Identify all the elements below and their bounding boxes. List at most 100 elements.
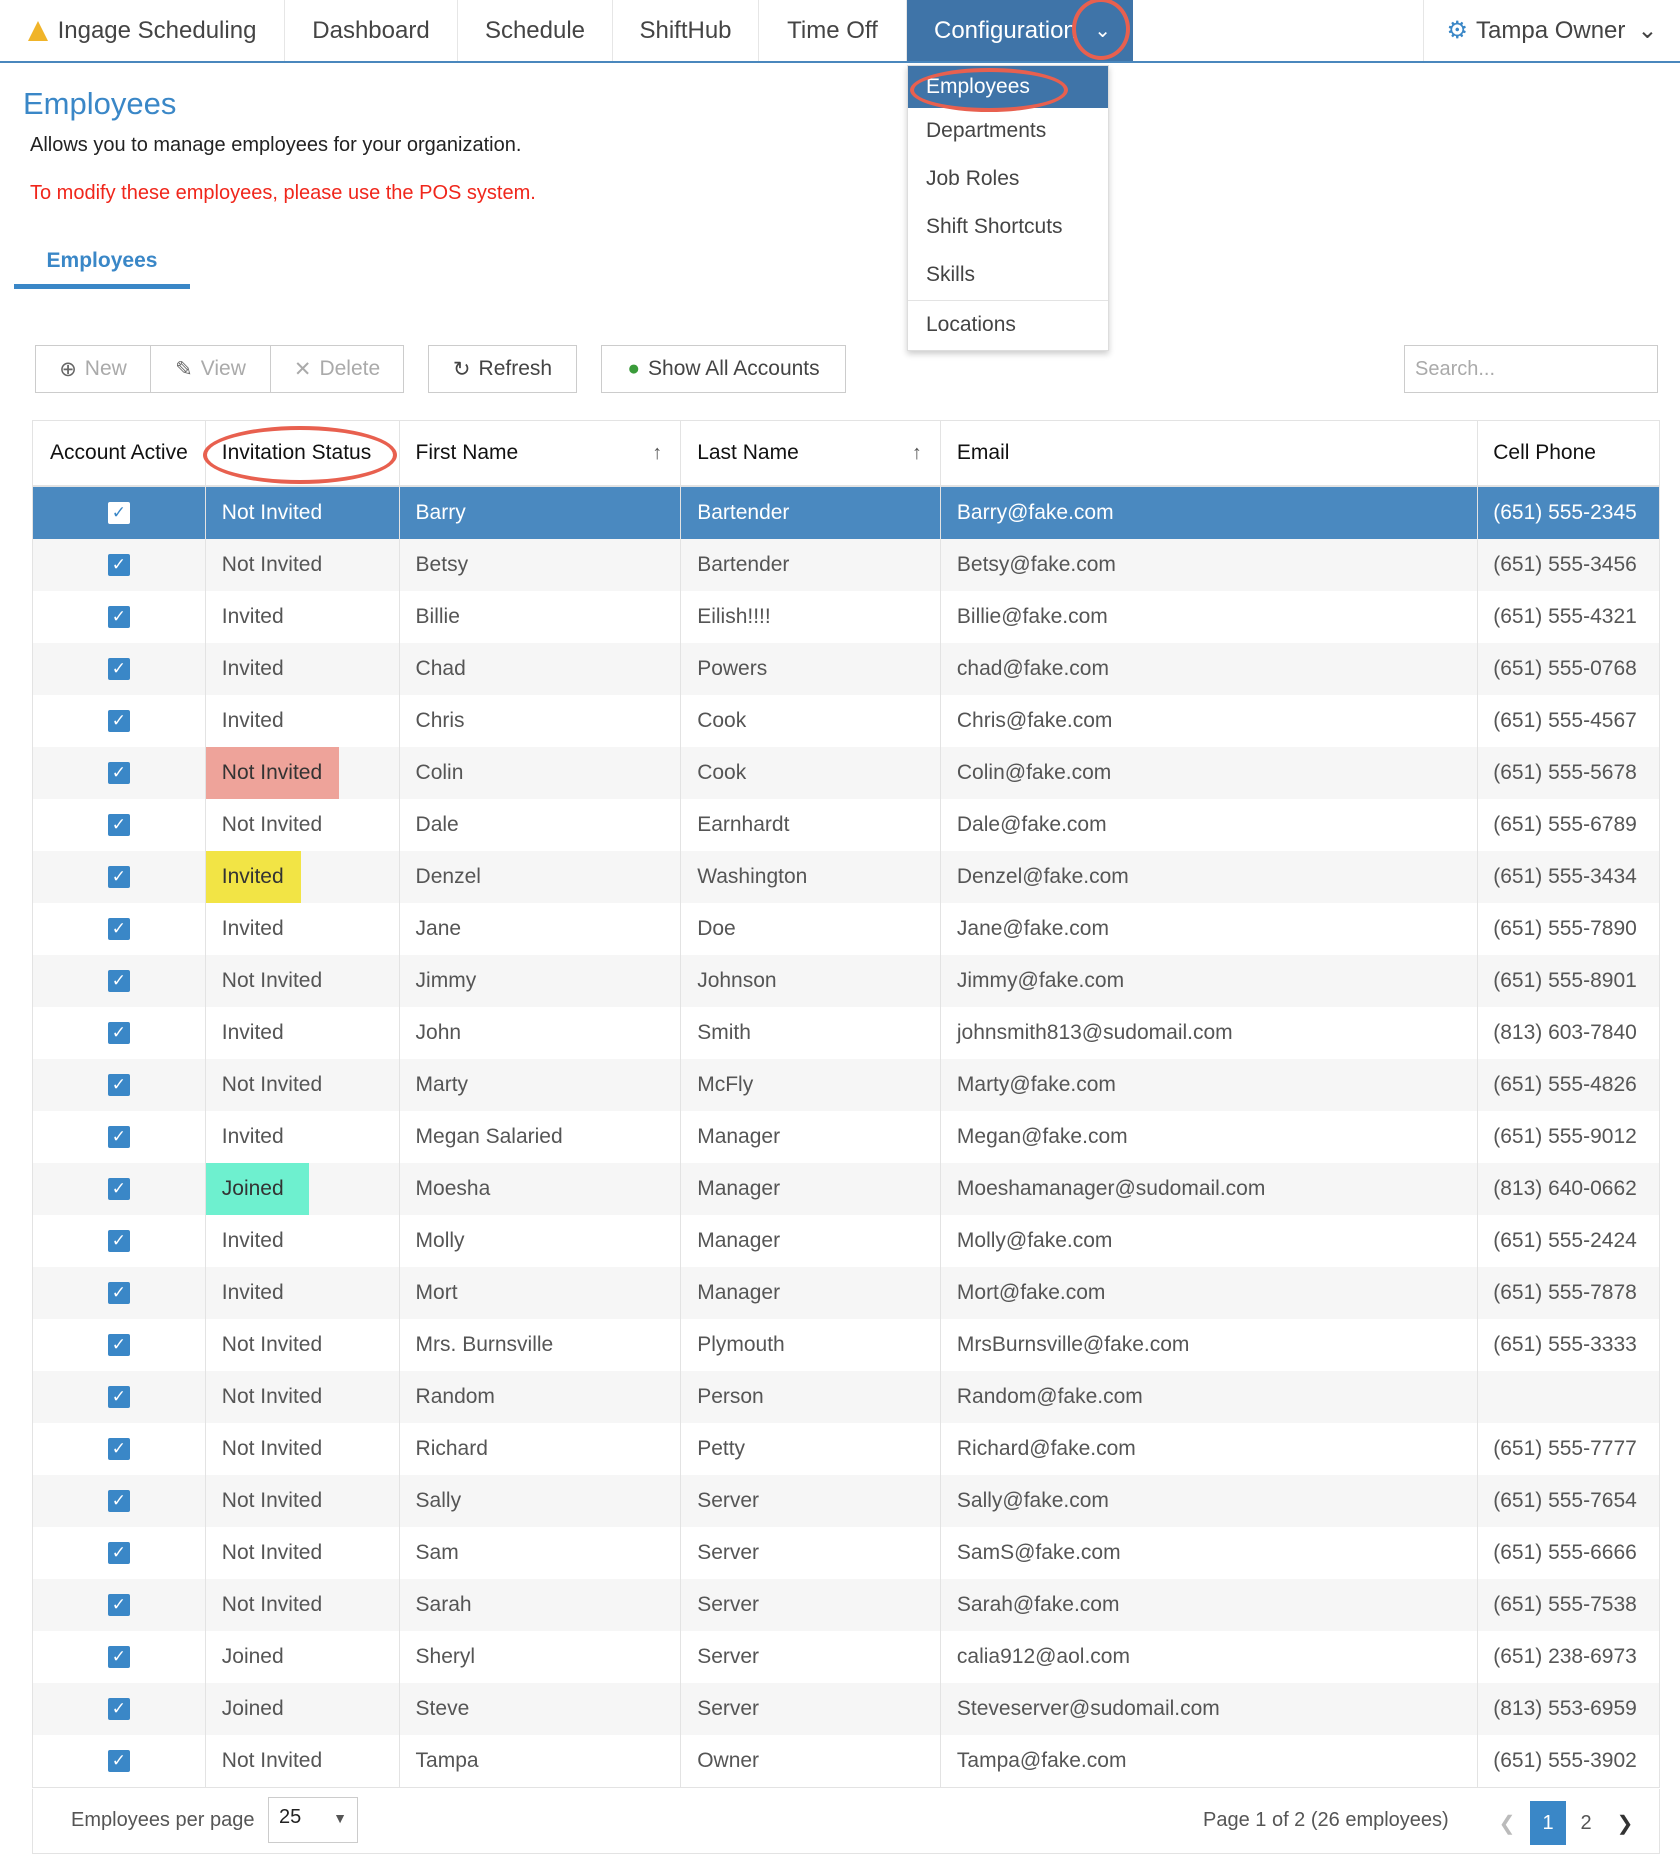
cell-phone-cell: (651) 555-8901 [1493, 969, 1637, 992]
view-button[interactable]: ✎ View [150, 345, 271, 393]
table-row[interactable]: ✓ Not Invited Barry Bartender Barry@fake.com… [33, 487, 1659, 539]
checkbox-checked-icon[interactable]: ✓ [107, 1074, 130, 1096]
checkbox-checked-icon[interactable]: ✓ [107, 1490, 130, 1512]
checkbox-checked-icon[interactable]: ✓ [107, 1334, 130, 1356]
table-row[interactable]: ✓ Not Invited Jimmy Johnson Jimmy@fake.com (6… [33, 955, 1659, 1007]
table-row[interactable]: ✓ Not Invited Colin Cook Colin@fake.com (651)… [33, 747, 1659, 799]
account-active-cell: ✓ [33, 539, 206, 591]
invitation-status-cell: Not Invited [206, 487, 400, 539]
checkbox-checked-icon[interactable]: ✓ [107, 814, 130, 836]
last-name-cell: Person [681, 1371, 941, 1423]
checkbox-checked-icon[interactable]: ✓ [107, 1022, 130, 1044]
user-menu[interactable]: ⚙ Tampa Owner ⌄ [1423, 0, 1680, 61]
nav-brand[interactable]: Ingage Scheduling [0, 0, 285, 61]
checkbox-checked-icon[interactable]: ✓ [107, 1698, 130, 1720]
email-cell: chad@fake.com [941, 643, 1479, 695]
checkbox-checked-icon[interactable]: ✓ [107, 1542, 130, 1564]
nav-time-off[interactable]: Time Off [759, 0, 907, 61]
table-row[interactable]: ✓ Not Invited Random Person Random@fake.com [33, 1371, 1659, 1423]
email-cell: SamS@fake.com [941, 1527, 1479, 1579]
annotation-circle [203, 426, 397, 484]
table-row[interactable]: ✓ Invited Denzel Washington Denzel@fake.com (… [33, 851, 1659, 903]
menu-item-skills[interactable]: Skills [926, 263, 976, 286]
table-row[interactable]: ✓ Not Invited Marty McFly Marty@fake.com (651… [33, 1059, 1659, 1111]
prev-page-icon[interactable]: ❮ [1498, 1812, 1516, 1835]
refresh-button[interactable]: ↻ Refresh [428, 345, 577, 393]
checkbox-checked-icon[interactable]: ✓ [107, 762, 130, 784]
col-first-name[interactable]: First Name ↑ [400, 421, 682, 485]
col-cell-phone[interactable]: Cell Phone [1493, 441, 1596, 464]
checkbox-checked-icon[interactable]: ✓ [107, 658, 130, 680]
checkbox-checked-icon[interactable]: ✓ [107, 1386, 130, 1408]
menu-item-departments[interactable]: Departments [926, 119, 1047, 142]
checkbox-checked-icon[interactable]: ✓ [107, 1230, 130, 1252]
checkbox-checked-icon[interactable]: ✓ [107, 606, 130, 628]
table-row[interactable]: ✓ Invited Molly Manager Molly@fake.com (651) … [33, 1215, 1659, 1267]
table-row[interactable]: ✓ Not Invited Mrs. Burnsville Plymouth MrsBu… [33, 1319, 1659, 1371]
table-row[interactable]: ✓ Not Invited Dale Earnhardt Dale@fake.com (6… [33, 799, 1659, 851]
search-input[interactable] [1404, 345, 1658, 393]
table-row[interactable]: ✓ Invited Chris Cook Chris@fake.com (651) 555… [33, 695, 1659, 747]
table-row[interactable]: ✓ Invited Megan Salaried Manager Megan@fake.… [33, 1111, 1659, 1163]
email-cell: Tampa@fake.com [941, 1735, 1479, 1787]
account-active-cell: ✓ [33, 1423, 206, 1475]
delete-button[interactable]: ✕ Delete [270, 345, 404, 393]
table-row[interactable]: ✓ Not Invited Richard Petty Richard@fake.com… [33, 1423, 1659, 1475]
invitation-status-cell: Not Invited [206, 539, 400, 591]
checkbox-checked-icon[interactable]: ✓ [107, 1126, 130, 1148]
table-row[interactable]: ✓ Joined Steve Server Steveserver@sudomail.c… [33, 1683, 1659, 1735]
checkbox-checked-icon[interactable]: ✓ [107, 1750, 130, 1772]
menu-item-job-roles[interactable]: Job Roles [926, 167, 1020, 190]
checkbox-checked-icon[interactable]: ✓ [107, 1282, 130, 1304]
invitation-status-cell: Invited [206, 695, 400, 747]
account-active-cell: ✓ [33, 487, 206, 539]
menu-item-locations[interactable]: Locations [926, 313, 1016, 336]
menu-item-shift-shortcuts[interactable]: Shift Shortcuts [926, 215, 1063, 238]
cell-phone-cell [1478, 1371, 1659, 1423]
checkbox-checked-icon[interactable]: ✓ [107, 970, 130, 992]
col-email[interactable]: Email [941, 421, 1479, 485]
per-page-select[interactable]: 25 ▼ [268, 1797, 358, 1843]
checkbox-checked-icon[interactable]: ✓ [107, 1178, 130, 1200]
table-row[interactable]: ✓ Not Invited Sally Server Sally@fake.com (65… [33, 1475, 1659, 1527]
checkbox-checked-icon[interactable]: ✓ [107, 710, 130, 732]
account-active-cell: ✓ [33, 1059, 206, 1111]
col-account-active[interactable]: Account Active [33, 421, 206, 485]
next-page-icon[interactable]: ❯ [1616, 1812, 1634, 1835]
table-row[interactable]: ✓ Invited Mort Manager Mort@fake.com (651) 55… [33, 1267, 1659, 1319]
table-row[interactable]: ✓ Invited Jane Doe Jane@fake.com (651) 555-78… [33, 903, 1659, 955]
page-1-button[interactable]: 1 [1530, 1801, 1566, 1845]
table-row[interactable]: ✓ Not Invited Tampa Owner Tampa@fake.com (651… [33, 1735, 1659, 1787]
view-label: View [200, 357, 246, 380]
col-last-name[interactable]: Last Name ↑ [681, 421, 941, 485]
nav-dashboard[interactable]: Dashboard [285, 0, 458, 61]
checkbox-checked-icon[interactable]: ✓ [107, 554, 130, 576]
checkbox-checked-icon[interactable]: ✓ [107, 1646, 130, 1668]
checkbox-checked-icon[interactable]: ✓ [107, 502, 130, 524]
nav-shifthub[interactable]: ShiftHub [613, 0, 759, 61]
cell-phone-cell: (651) 555-3333 [1493, 1333, 1637, 1356]
new-button[interactable]: ⊕ New [35, 345, 151, 393]
table-row[interactable]: ✓ Not Invited Betsy Bartender Betsy@fake.com… [33, 539, 1659, 591]
email-cell: Billie@fake.com [941, 591, 1479, 643]
checkbox-checked-icon[interactable]: ✓ [107, 866, 130, 888]
checkbox-checked-icon[interactable]: ✓ [107, 918, 130, 940]
cell-phone-cell: (651) 555-2345 [1493, 501, 1637, 524]
table-row[interactable]: ✓ Joined Sheryl Server calia912@aol.com (651)… [33, 1631, 1659, 1683]
show-all-accounts-button[interactable]: ● Show All Accounts [601, 345, 846, 393]
table-row[interactable]: ✓ Not Invited Sarah Server Sarah@fake.com (65… [33, 1579, 1659, 1631]
table-row[interactable]: ✓ Invited Billie Eilish!!!! Billie@fake.com (… [33, 591, 1659, 643]
table-row[interactable]: ✓ Invited Chad Powers chad@fake.com (651) 555… [33, 643, 1659, 695]
first-name-cell: Megan Salaried [400, 1111, 682, 1163]
table-row[interactable]: ✓ Joined Moesha Manager Moeshamanager@sudoma… [33, 1163, 1659, 1215]
nav-schedule[interactable]: Schedule [458, 0, 613, 61]
tab-employees[interactable]: Employees [14, 245, 190, 289]
first-name-cell: Richard [400, 1423, 682, 1475]
email-cell: Marty@fake.com [941, 1059, 1479, 1111]
checkbox-checked-icon[interactable]: ✓ [107, 1594, 130, 1616]
page-2-button[interactable]: 2 [1580, 1811, 1592, 1834]
table-row[interactable]: ✓ Invited John Smith johnsmith813@sudomail.c… [33, 1007, 1659, 1059]
checkbox-checked-icon[interactable]: ✓ [107, 1438, 130, 1460]
account-active-cell: ✓ [33, 1319, 206, 1371]
table-row[interactable]: ✓ Not Invited Sam Server SamS@fake.com (651) … [33, 1527, 1659, 1579]
